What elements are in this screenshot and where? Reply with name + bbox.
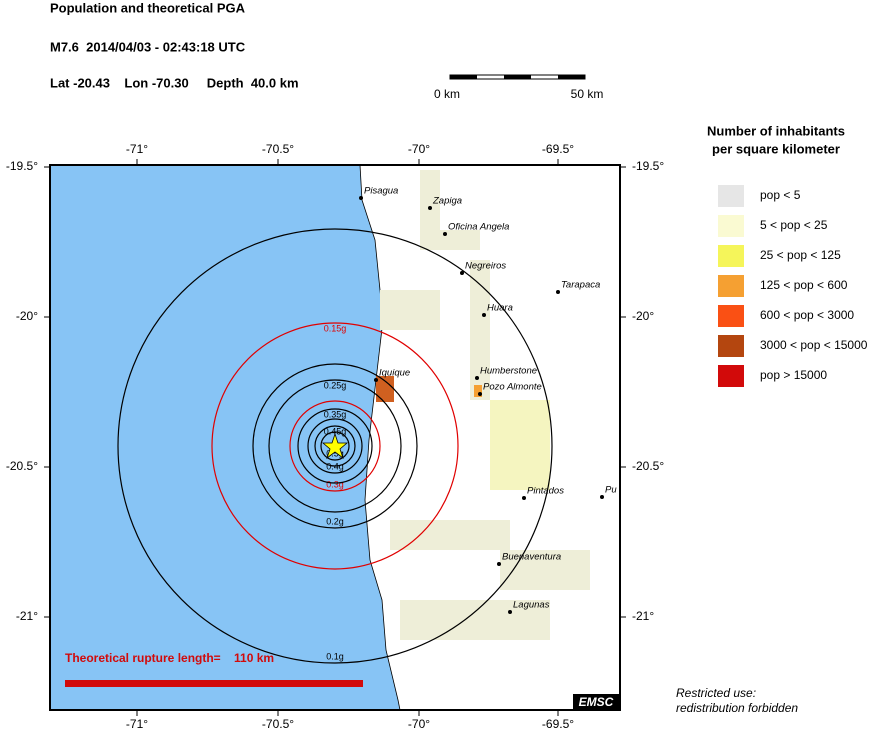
city-dot [443, 232, 447, 236]
lat-label: -20.5° [6, 459, 38, 473]
legend-label: 25 < pop < 125 [760, 248, 841, 262]
pga-contour [307, 418, 363, 474]
lat-label: -21° [632, 609, 654, 623]
event: M7.6 2014/04/03 - 02:43:18 UTC [50, 39, 246, 54]
legend-swatch [718, 365, 744, 387]
city-dot [508, 610, 512, 614]
city-dot [497, 562, 501, 566]
city-label: Humberstone [480, 366, 537, 377]
pga-label: 0.45g [324, 426, 347, 436]
lon-label: -70° [408, 142, 430, 156]
lon-label: -69.5° [542, 717, 574, 731]
city-label: Buenaventura [502, 552, 561, 563]
lat-label: -20.5° [632, 459, 664, 473]
city-label: Tarapaca [561, 280, 600, 291]
pga-contour [252, 363, 418, 529]
pga-contour [268, 379, 402, 513]
city-dot [600, 495, 604, 499]
pga-label: 0.15g [324, 323, 347, 333]
lat-label: -20° [16, 309, 38, 323]
pga-label: 0.5g [326, 448, 344, 458]
pga-contour [320, 431, 350, 461]
lon-label: -71° [126, 717, 148, 731]
legend-label: pop < 5 [760, 188, 801, 202]
footer: redistribution forbidden [676, 701, 798, 715]
pga-label: 0.35g [324, 409, 347, 419]
city-label: Lagunas [513, 600, 550, 611]
city-dot [475, 376, 479, 380]
pga-contour [117, 228, 553, 664]
pga-label: 0.3g [326, 479, 344, 489]
map-area: 0.1g0.15g0.2g0.25g0.3g0.35g0.4g0.45g0.5g… [50, 165, 620, 710]
city-label: Pozo Almonte [483, 382, 542, 393]
legend-label: 600 < pop < 3000 [760, 308, 854, 322]
city-label: Oficina Angela [448, 222, 509, 233]
epicenter [321, 432, 349, 460]
legend-label: 5 < pop < 25 [760, 218, 828, 232]
pga-label: 0.1g [326, 651, 344, 661]
lat-label: -21° [16, 609, 38, 623]
city-label: Pisagua [364, 186, 398, 197]
lon-label: -69.5° [542, 142, 574, 156]
pga-label: 0.2g [326, 516, 344, 526]
legend: pop < 5 5 < pop < 25 25 < pop < 125 125 < p… [718, 185, 868, 387]
legend-label: 3000 < pop < 15000 [760, 338, 868, 352]
city-dot [359, 196, 363, 200]
lon-label: -71° [126, 142, 148, 156]
footer: Restricted use: [676, 686, 756, 700]
city-label: Huara [487, 303, 513, 314]
city-dot [556, 290, 560, 294]
city-dot [482, 313, 486, 317]
legend-swatch [718, 245, 744, 267]
scale-end: 50 km [571, 87, 604, 101]
scale-bar [449, 74, 586, 80]
rupture-bar [65, 680, 363, 687]
lon-label: -70.5° [262, 717, 294, 731]
city-label: Negreiros [465, 261, 506, 272]
scale-start: 0 km [434, 87, 460, 101]
lon-label: -70° [408, 717, 430, 731]
pga-contour [297, 408, 373, 484]
legend-swatch [718, 275, 744, 297]
pga-contour [289, 400, 381, 492]
pga-label: 0.25g [324, 380, 347, 390]
legend-title: Number of inhabitants [707, 123, 845, 138]
map-frame [49, 164, 621, 711]
city-dot [374, 378, 378, 382]
city-dot [478, 392, 482, 396]
logo: EMSC [579, 695, 614, 709]
lon-label: -70.5° [262, 142, 294, 156]
population-land [376, 170, 590, 640]
city-label: Zapiga [432, 196, 462, 207]
legend-label: 125 < pop < 600 [760, 278, 848, 292]
legend-label: pop > 15000 [760, 368, 827, 382]
lat-label: -19.5° [6, 159, 38, 173]
title: Population and theoretical PGA [50, 0, 246, 15]
city-dot [428, 206, 432, 210]
legend-swatch [718, 335, 744, 357]
legend-title: per square kilometer [712, 141, 840, 156]
location: Lat -20.43 Lon -70.30 Depth 40.0 km [50, 75, 299, 90]
legend-swatch [718, 305, 744, 327]
legend-swatch [718, 215, 744, 237]
ocean [50, 165, 401, 710]
logo-box [573, 694, 620, 710]
city-label: Pu [605, 485, 617, 496]
cities: Pisagua Zapiga Oficina Angela Negreiros Huar… [359, 186, 617, 614]
legend-swatch [718, 185, 744, 207]
city-dot [460, 271, 464, 275]
city-dot [522, 496, 526, 500]
rupture-label: Theoretical rupture length= 110 km [65, 651, 274, 665]
city-label: Iquique [379, 368, 410, 379]
city-label: Pintados [527, 486, 564, 497]
pga-contour [314, 425, 356, 467]
lat-label: -19.5° [632, 159, 664, 173]
lat-label: -20° [632, 309, 654, 323]
pga-contour [211, 322, 459, 570]
